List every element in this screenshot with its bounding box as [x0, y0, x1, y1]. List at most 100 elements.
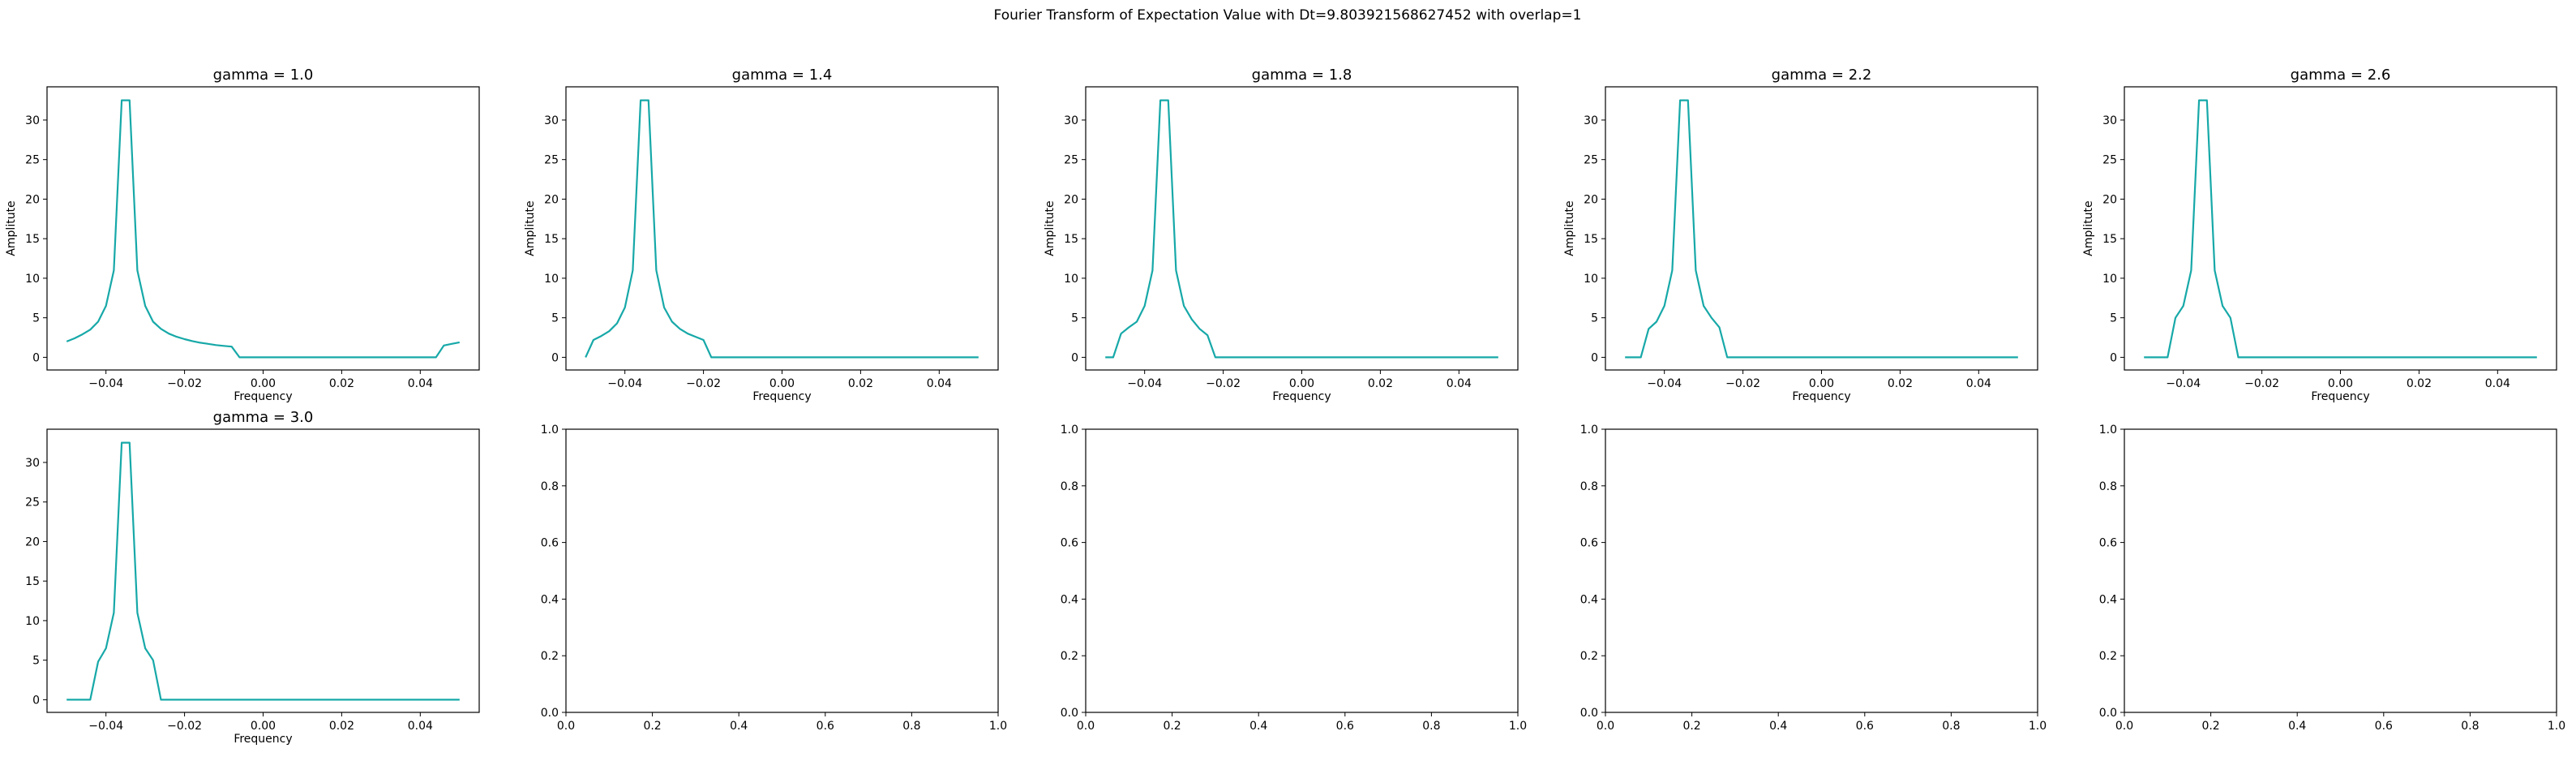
y-tick-label: 10 [25, 615, 40, 628]
subplot-title: gamma = 1.4 [732, 67, 833, 84]
y-tick-label: 0.4 [1061, 593, 1078, 606]
series-line [1105, 99, 1498, 359]
axes-frame [1605, 86, 2038, 371]
y-tick-label: 0 [32, 351, 40, 364]
x-tick-label: 0.02 [329, 377, 354, 390]
x-tick-label: 1.0 [2548, 720, 2565, 733]
x-tick-label: 0.00 [251, 720, 276, 733]
y-tick-label: 30 [25, 457, 40, 470]
x-tick-label: −0.02 [686, 377, 721, 390]
y-tick-label: 0 [1591, 351, 1598, 364]
axes-frame [565, 428, 999, 713]
y-tick-label: 0.4 [1580, 593, 1598, 606]
y-tick-label: 0 [32, 694, 40, 707]
subplot-2: −0.04 −0.02 0.00 0.02 0.04 0 5 10 15 20 25 30 gamma … [524, 67, 999, 403]
y-tick-label: 15 [25, 575, 40, 588]
y-tick-label: 20 [1584, 193, 1598, 206]
x-tick-label: −0.04 [1127, 377, 1162, 390]
x-tick-label: 0.00 [1289, 377, 1314, 390]
x-tick-label: −0.04 [2166, 377, 2201, 390]
y-tick-label: 0.8 [1580, 480, 1598, 493]
x-tick-label: 0.00 [2328, 377, 2353, 390]
y-tick-label: 25 [1584, 154, 1598, 167]
y-tick-label: 25 [25, 497, 40, 510]
series-line [2144, 99, 2537, 359]
x-tick-label: 0.04 [2485, 377, 2510, 390]
x-axis-label: Frequency [1792, 390, 1850, 403]
axes-frame [46, 86, 480, 371]
y-tick-label: 0.2 [541, 650, 559, 663]
x-tick-label: 0.04 [1447, 377, 1472, 390]
y-tick-label: 25 [544, 154, 559, 167]
series-line [66, 99, 461, 359]
subplot-8: 0.0 0.2 0.4 0.6 0.8 1.0 0.0 0.2 0.4 0.6 0.8 1.0 [1061, 424, 1527, 733]
axes-frame [565, 86, 999, 371]
x-axis-label: Frequency [2311, 390, 2369, 403]
y-tick-label: 0 [1071, 351, 1078, 364]
x-tick-label: 0.8 [1422, 720, 1440, 733]
figure-title: Fourier Transform of Expectation Value w… [994, 7, 1582, 24]
y-tick-label: 10 [544, 273, 559, 286]
y-tick-label: 15 [544, 233, 559, 246]
y-tick-label: 0.6 [1061, 537, 1078, 550]
x-tick-label: 0.00 [251, 377, 276, 390]
series-line [1625, 99, 2018, 359]
y-tick-label: 10 [1064, 273, 1078, 286]
y-tick-label: 0.6 [2099, 537, 2117, 550]
x-tick-label: 1.0 [989, 720, 1007, 733]
y-tick-label: 15 [1584, 233, 1598, 246]
x-tick-label: 0.8 [2461, 720, 2479, 733]
y-axis-label: Amplitute [5, 200, 18, 256]
y-tick-label: 0.8 [2099, 480, 2117, 493]
x-tick-label: 0.6 [1336, 720, 1354, 733]
y-tick-label: 10 [1584, 273, 1598, 286]
x-tick-label: 0.4 [730, 720, 748, 733]
x-tick-label: 0.02 [848, 377, 873, 390]
y-tick-label: 1.0 [541, 424, 559, 437]
x-axis-label: Frequency [752, 390, 811, 403]
subplot-3: −0.04 −0.02 0.00 0.02 0.04 0 5 10 15 20 25 30 gamma … [1044, 67, 1519, 403]
x-tick-label: 1.0 [2029, 720, 2047, 733]
y-tick-label: 20 [544, 193, 559, 206]
y-tick-label: 20 [25, 535, 40, 548]
x-tick-label: 0.4 [2288, 720, 2306, 733]
y-tick-label: 30 [25, 114, 40, 127]
y-tick-label: 0.8 [1061, 480, 1078, 493]
y-tick-label: 1.0 [1061, 424, 1078, 437]
x-tick-label: −0.02 [167, 720, 202, 733]
subplot-1: −0.04 −0.02 0.00 0.02 0.04 0 5 10 15 20 25 30 gamma … [5, 67, 480, 403]
y-tick-label: 5 [32, 312, 40, 325]
x-tick-label: 0.2 [1682, 720, 1700, 733]
x-tick-label: 0.2 [643, 720, 661, 733]
x-tick-label: −0.02 [167, 377, 202, 390]
y-tick-label: 5 [1071, 312, 1078, 325]
x-tick-label: 0.02 [1368, 377, 1393, 390]
y-tick-label: 20 [25, 193, 40, 206]
subplot-5: −0.04 −0.02 0.00 0.02 0.04 0 5 10 15 20 25 30 gamma … [2082, 67, 2557, 403]
y-tick-label: 0.0 [541, 707, 559, 720]
y-tick-label: 0 [2110, 351, 2117, 364]
axes-frame [1605, 428, 2038, 713]
x-tick-label: 0.00 [769, 377, 795, 390]
y-tick-label: 30 [544, 114, 559, 127]
subplot-title: gamma = 2.6 [2291, 67, 2391, 84]
x-tick-label: 0.8 [1942, 720, 1960, 733]
y-tick-label: 1.0 [1580, 424, 1598, 437]
x-tick-label: 0.4 [1769, 720, 1787, 733]
subplot-10: 0.0 0.2 0.4 0.6 0.8 1.0 0.0 0.2 0.4 0.6 0.8 1.0 [2099, 424, 2565, 733]
subplot-title: gamma = 1.8 [1252, 67, 1352, 84]
series-line [585, 99, 979, 359]
x-tick-label: 0.02 [329, 720, 354, 733]
y-tick-label: 0.0 [2099, 707, 2117, 720]
x-tick-label: −0.04 [88, 720, 123, 733]
y-axis-label: Amplitute [2082, 200, 2095, 256]
y-tick-label: 20 [1064, 193, 1078, 206]
axes-frame [1085, 428, 1519, 713]
x-tick-label: −0.04 [88, 377, 123, 390]
x-tick-label: −0.02 [1725, 377, 1760, 390]
y-tick-label: 0.2 [1061, 650, 1078, 663]
x-tick-label: 0.0 [1077, 720, 1095, 733]
x-tick-label: 0.0 [1597, 720, 1614, 733]
y-tick-label: 0.2 [1580, 650, 1598, 663]
